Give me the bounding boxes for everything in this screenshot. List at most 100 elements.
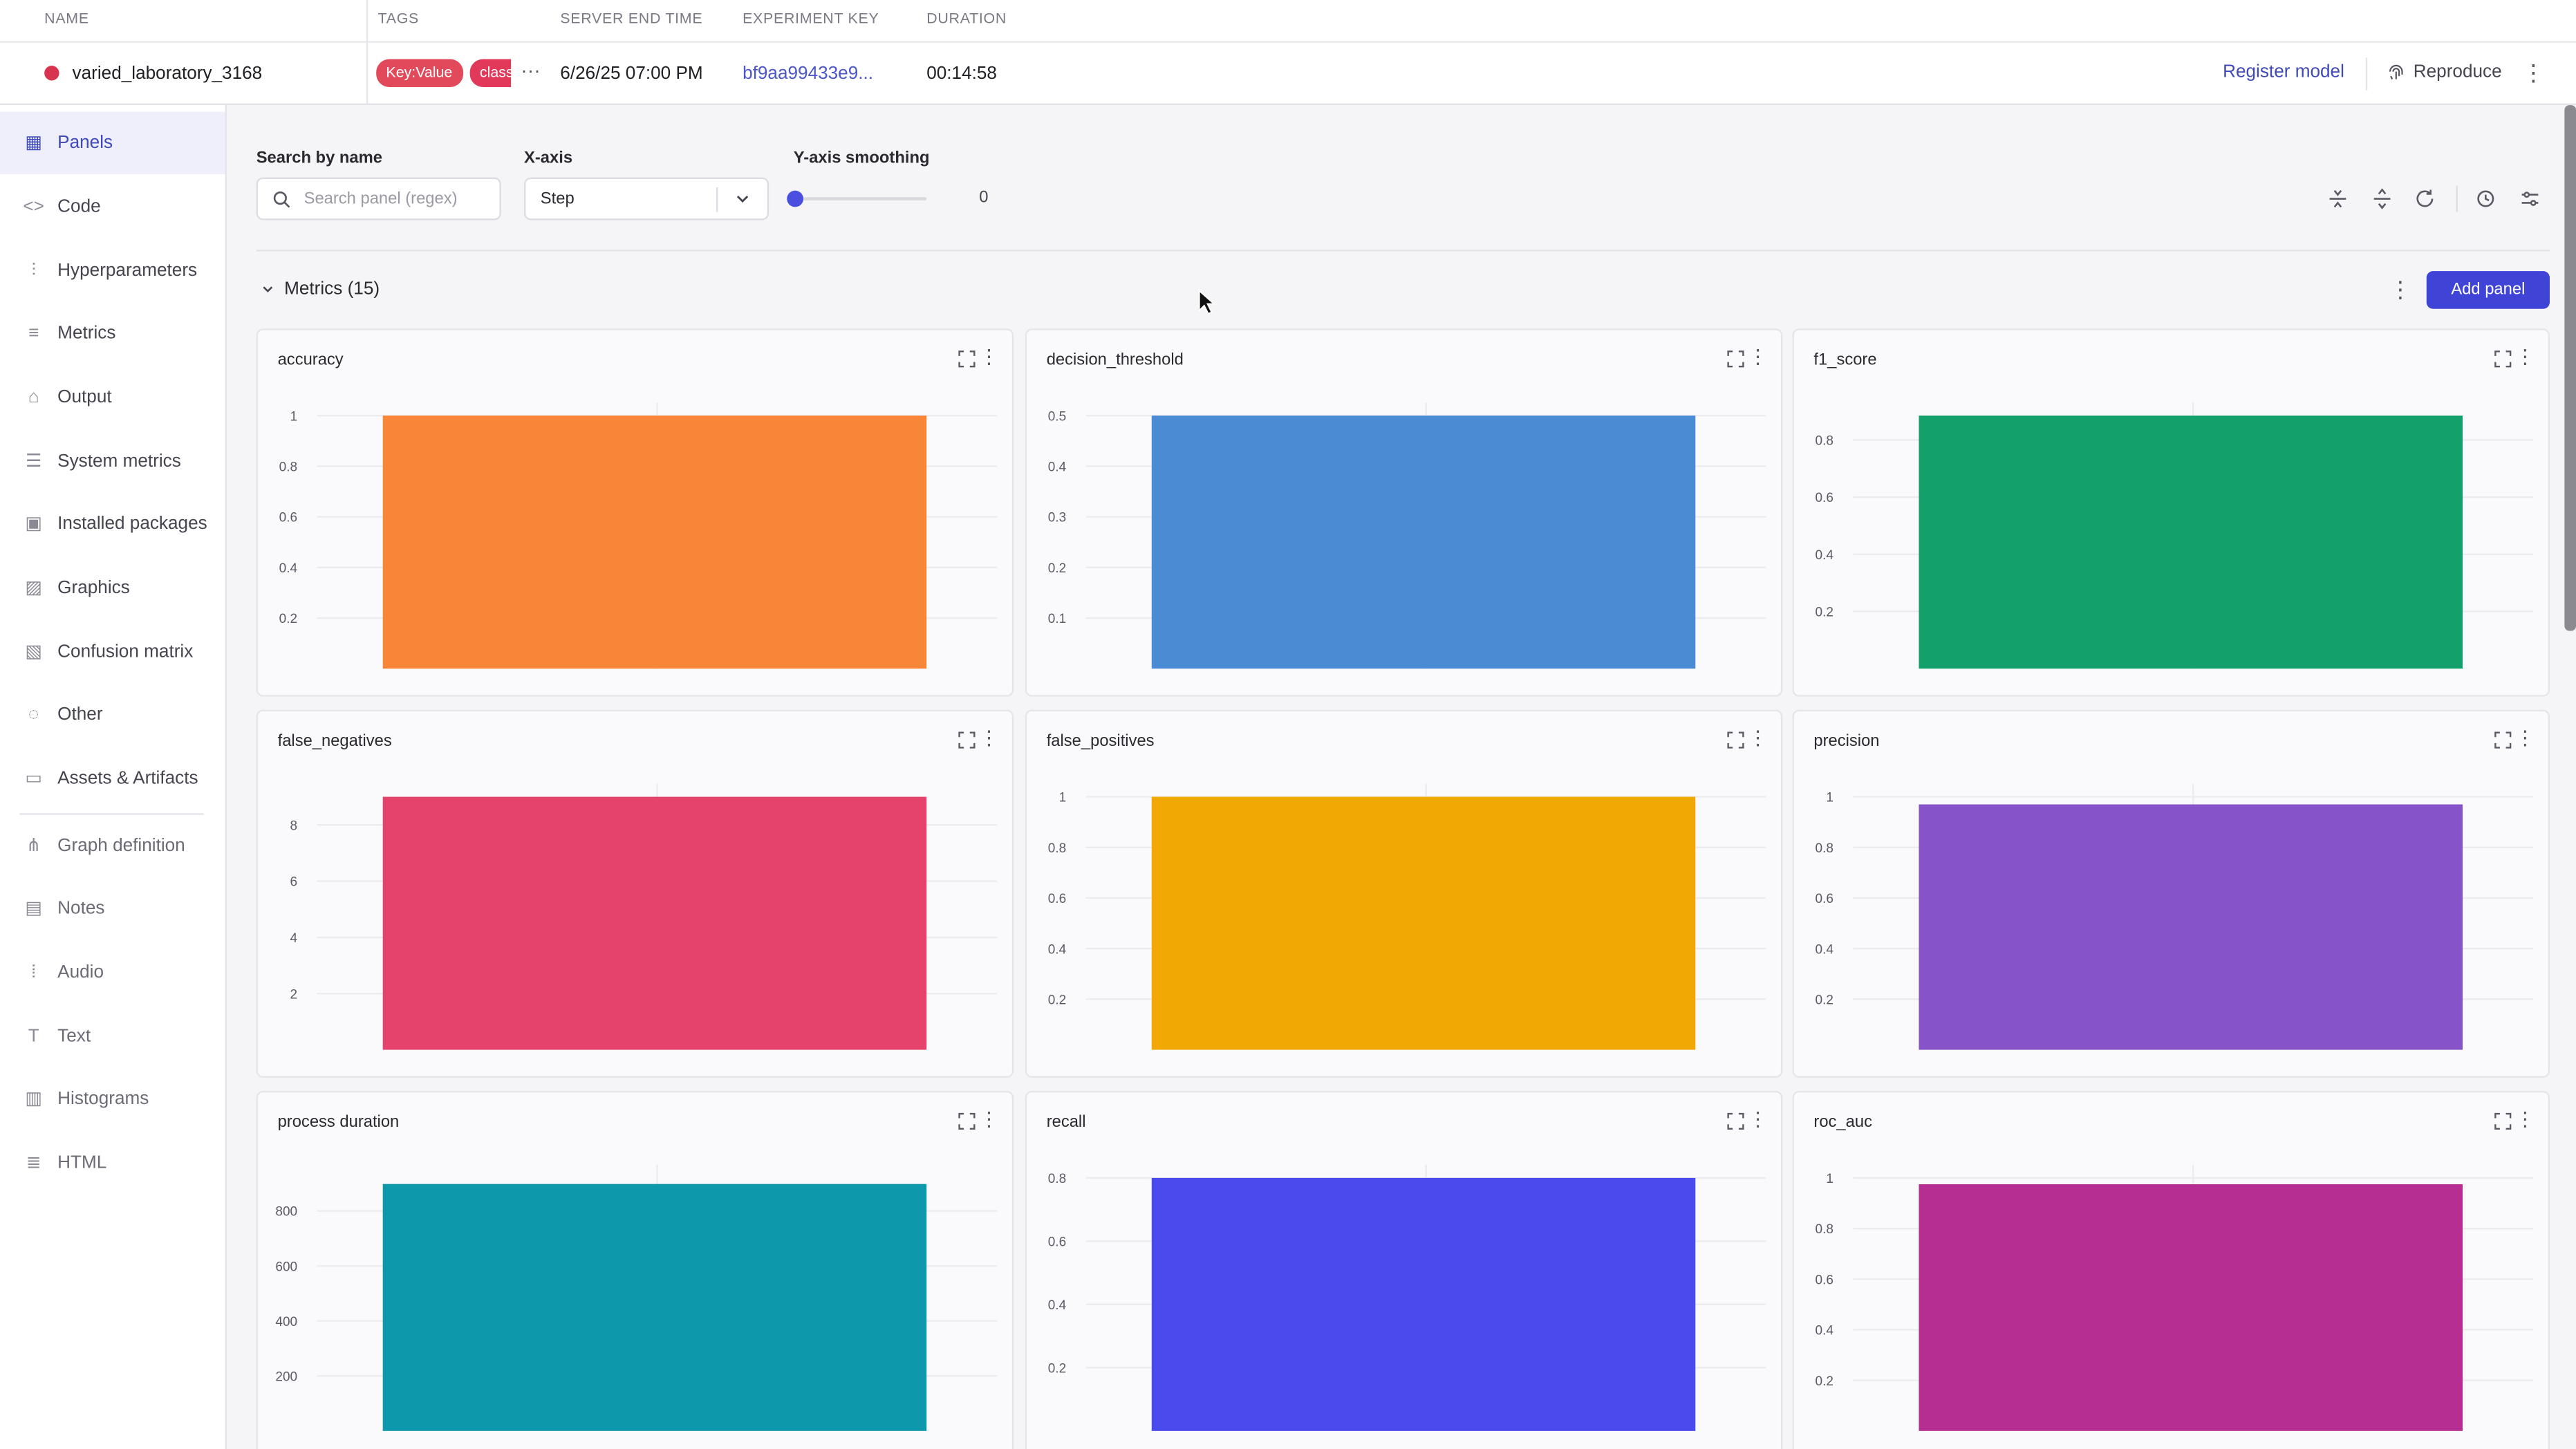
more-tags-button[interactable]: ··· [521,59,541,82]
bar[interactable] [382,1184,927,1431]
metrics-section-toggle[interactable]: Metrics (15) [259,279,380,299]
sidebar-item-confusion-matrix[interactable]: ▧ Confusion matrix [0,621,225,683]
sidebar-item-notes[interactable]: ▤ Notes [0,877,225,939]
sidebar-item-output[interactable]: ⌂ Output [0,366,225,429]
smoothing-slider-track[interactable] [795,197,927,200]
panel-menu-icon[interactable]: ⋮ [979,726,999,749]
y-tick-label: 0.2 [1048,993,1066,1007]
sidebar-item-installed-packages[interactable]: ▣ Installed packages [0,493,225,555]
sidebar-item-audio[interactable]: ⦙ Audio [0,942,225,1004]
search-input[interactable] [304,185,493,214]
expand-icon[interactable] [2494,1112,2512,1130]
collapse-all-icon[interactable] [2326,187,2349,210]
sidebar-item-graphics[interactable]: ▨ Graphics [0,557,225,619]
panel-menu-icon[interactable]: ⋮ [1748,1107,1768,1130]
panel-menu-icon[interactable]: ⋮ [2515,345,2535,368]
system-icon: ☰ [25,451,42,471]
expand-icon[interactable] [958,1112,976,1130]
tag-badge[interactable]: class [469,59,512,87]
y-tick-label: 800 [275,1205,297,1219]
bar[interactable] [382,796,927,1050]
bar[interactable] [382,415,927,669]
chart-title: process duration [277,1114,400,1132]
row-menu-icon[interactable]: ⋮ [2521,59,2545,86]
y-tick-label: 1 [1826,1172,1833,1186]
panel-menu-icon[interactable]: ⋮ [2515,1107,2535,1130]
bar[interactable] [1151,796,1696,1050]
register-model-button[interactable]: Register model [2223,62,2344,82]
settings-sliders-icon[interactable] [2519,187,2541,210]
history-icon[interactable] [2474,187,2497,210]
bar[interactable] [1151,415,1696,669]
col-server-end-time[interactable]: SERVER END TIME [560,10,703,27]
panel-menu-icon[interactable]: ⋮ [979,1107,999,1130]
expand-icon[interactable] [958,731,976,749]
bar[interactable] [1919,804,2463,1050]
y-tick-label: 4 [290,931,298,946]
reproduce-button[interactable]: Reproduce [2387,62,2502,82]
chevron-down-icon [263,286,273,293]
panel-menu-icon[interactable]: ⋮ [1748,726,1768,749]
expand-icon[interactable] [2494,350,2512,368]
tag-badge[interactable]: Key:Value [376,59,464,87]
scrollbar-thumb[interactable] [2564,105,2576,631]
y-tick-label: 0.4 [1048,942,1067,957]
sidebar-item-label: Output [57,387,112,408]
xaxis-select[interactable]: Step [524,177,769,221]
select-divider [716,187,718,212]
expand-icon[interactable] [1726,731,1744,749]
expand-all-icon[interactable] [2371,187,2393,210]
duration-value: 00:14:58 [926,64,997,84]
bar[interactable] [1919,1184,2463,1431]
refresh-icon[interactable] [2414,187,2436,210]
smoothing-label: Y-axis smoothing [793,149,930,168]
expand-icon[interactable] [958,350,976,368]
y-tick-label: 0.2 [1816,1374,1833,1389]
sidebar-item-label: Metrics [57,324,116,344]
chart-title: roc_auc [1813,1114,1872,1132]
expand-icon[interactable] [1726,1112,1744,1130]
smoothing-slider-thumb[interactable] [787,190,804,207]
bar-chart: 0.2 0.4 0.6 0.8 1 [1816,1164,2534,1431]
sidebar-item-label: Confusion matrix [57,642,194,662]
bar[interactable] [1919,415,2463,669]
metrics-section-title: Metrics (15) [284,279,380,299]
experiment-header: NAME TAGS SERVER END TIME EXPERIMENT KEY… [0,0,2576,106]
bar[interactable] [1151,1177,1696,1431]
bar-chart: 0.2 0.4 0.6 0.8 1 [1048,783,1766,1050]
y-tick-label: 0.4 [1816,942,1834,957]
sidebar-item-hyperparameters[interactable]: ⫶ Hyperparameters [0,240,225,302]
col-name[interactable]: NAME [44,10,89,27]
bar-chart: 0.1 0.2 0.3 0.4 0.5 [1048,402,1766,669]
sidebar-item-html[interactable]: ≣ HTML [0,1132,225,1194]
y-tick-label: 1 [1059,791,1067,805]
sidebar-item-metrics[interactable]: ≡ Metrics [0,302,225,364]
experiment-name[interactable]: varied_laboratory_3168 [72,64,263,84]
sidebar-item-graph-definition[interactable]: ⋔ Graph definition [0,815,225,877]
panel-menu-icon[interactable]: ⋮ [1748,345,1768,368]
col-tags[interactable]: TAGS [377,10,420,27]
sidebar-item-other[interactable]: ◌ Other [0,684,225,746]
col-duration[interactable]: DURATION [926,10,1007,27]
sidebar-item-code[interactable]: <> Code [0,176,225,238]
y-tick-label: 0.6 [279,511,297,525]
expand-icon[interactable] [2494,731,2512,749]
graph-icon: ⋔ [26,835,41,855]
panel-menu-icon[interactable]: ⋮ [979,345,999,368]
sidebar-item-panels[interactable]: ▦ Panels [0,111,225,174]
sidebar-item-histograms[interactable]: ▥ Histograms [0,1068,225,1130]
section-menu-icon[interactable]: ⋮ [2389,276,2412,303]
experiment-key-link[interactable]: bf9aa99433e9... [743,64,874,84]
expand-icon[interactable] [1726,350,1744,368]
header-divider [2365,57,2368,91]
sidebar-item-system-metrics[interactable]: ☰ System metrics [0,431,225,493]
sidebar-item-assets[interactable]: ▭ Assets & Artifacts [0,747,225,810]
y-tick-label: 0.6 [1816,1273,1833,1287]
chart-panel: process duration ⋮ 200 400 600 800 [256,1090,1014,1449]
add-panel-button[interactable]: Add panel [2426,271,2550,309]
sidebar-item-text[interactable]: T Text [0,1005,225,1067]
search-field[interactable] [256,177,501,221]
dots-circle-icon: ◌ [28,704,39,724]
panel-menu-icon[interactable]: ⋮ [2515,726,2535,749]
col-experiment-key[interactable]: EXPERIMENT KEY [743,10,879,27]
